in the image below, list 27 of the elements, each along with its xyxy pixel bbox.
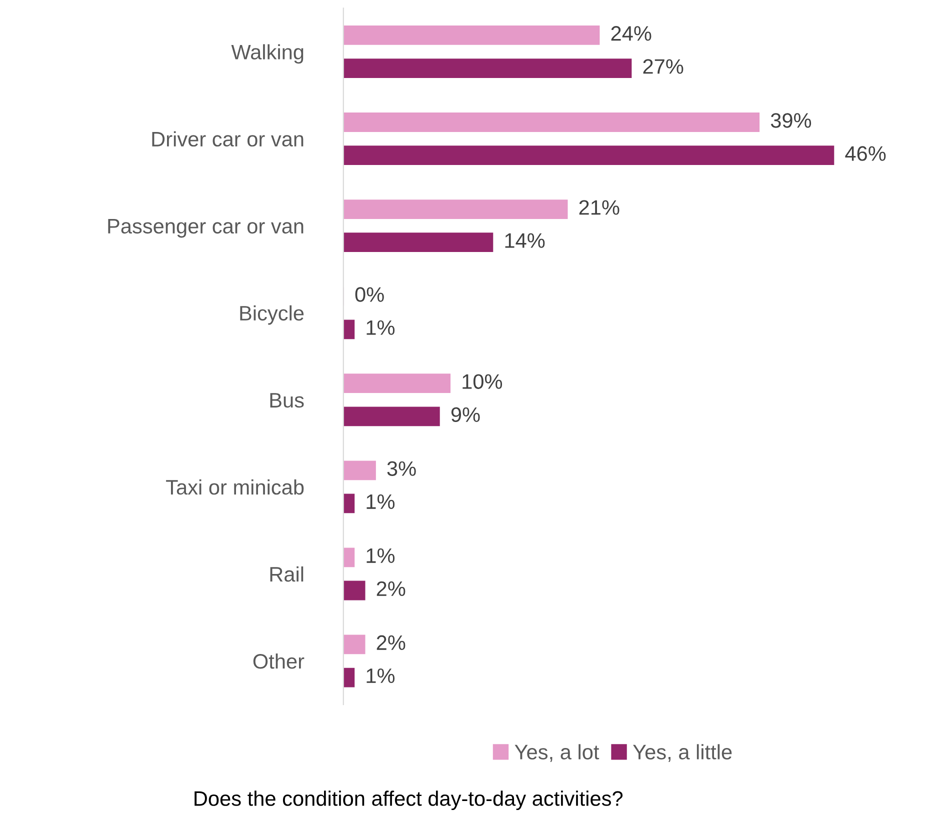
data-label: 1% — [366, 320, 395, 335]
data-label: 2% — [376, 635, 406, 650]
y-tick-label: Walking — [231, 44, 304, 64]
y-tick-label: Taxi or minicab — [166, 479, 304, 495]
data-label: 3% — [387, 461, 416, 476]
y-tick-label: Bus — [270, 393, 304, 408]
y-tick-label: Driver car or van — [152, 131, 304, 147]
data-label: 1% — [366, 668, 395, 684]
data-label: 46% — [845, 146, 886, 161]
y-tick-label: Bicycle — [240, 305, 304, 325]
data-label: 2% — [376, 581, 406, 596]
y-tick-label: Other — [253, 653, 304, 669]
data-label: 0% — [355, 287, 384, 302]
data-label: 10% — [462, 374, 502, 389]
y-tick-label: Passenger car or van — [108, 219, 304, 238]
data-label: 21% — [579, 200, 620, 215]
data-label: 9% — [451, 407, 480, 422]
legend-label: Yes, a little — [633, 744, 732, 762]
data-label: 39% — [770, 113, 812, 128]
legend-label: Yes, a lot — [514, 744, 600, 762]
data-label: 1% — [366, 548, 395, 563]
data-label: 1% — [366, 494, 395, 509]
data-label: 27% — [643, 59, 684, 74]
y-tick-label: Rail — [270, 566, 304, 582]
data-label: 24% — [611, 26, 652, 41]
data-label: 14% — [505, 233, 545, 248]
x-axis-title: Does the condition affect day-to-day activities? — [194, 790, 623, 810]
